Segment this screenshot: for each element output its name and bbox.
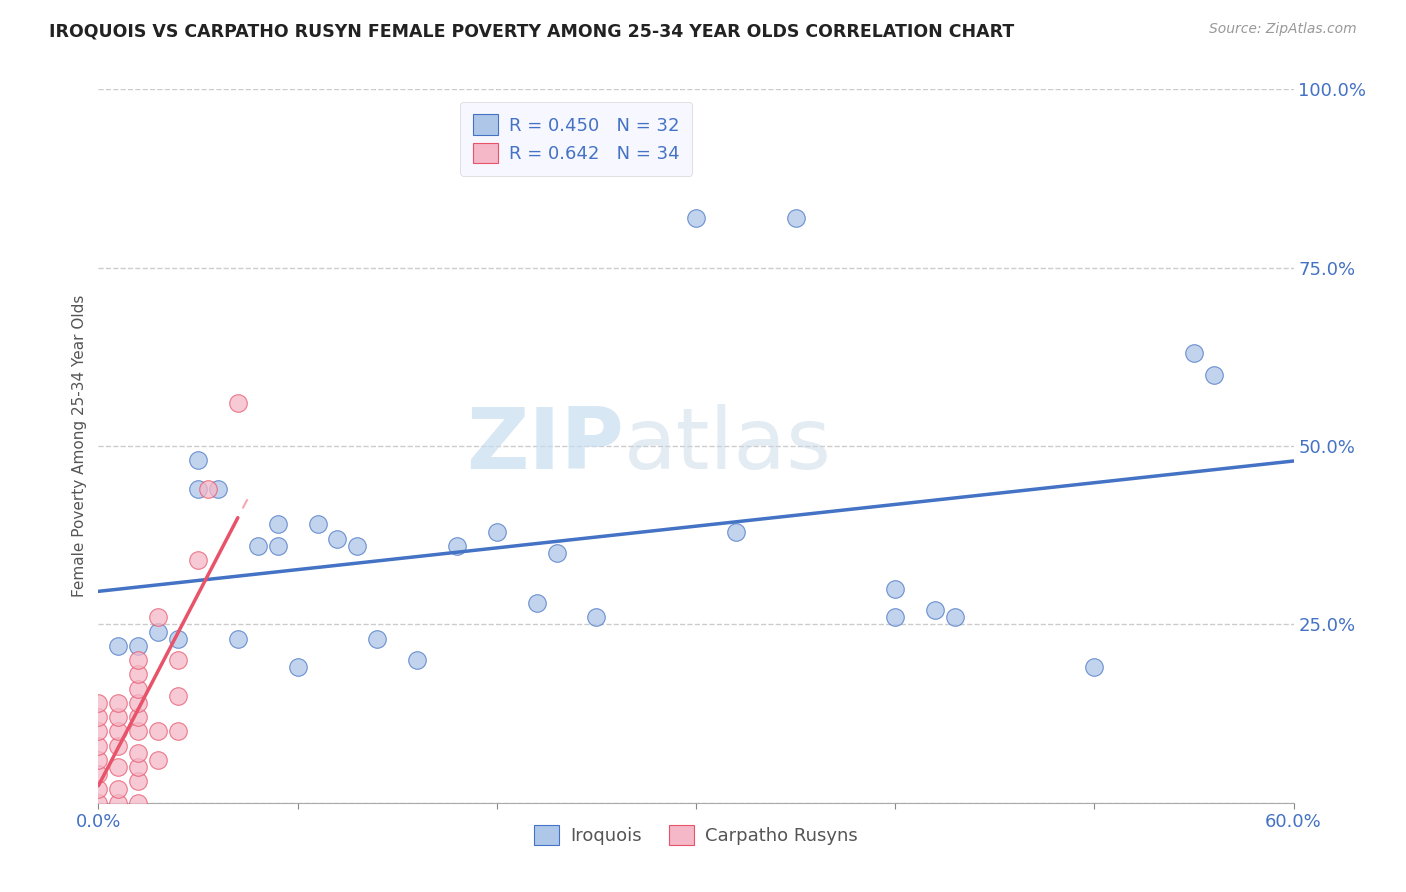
Point <box>127 639 149 653</box>
Point <box>87 781 110 796</box>
Point <box>127 667 149 681</box>
Text: IROQUOIS VS CARPATHO RUSYN FEMALE POVERTY AMONG 25-34 YEAR OLDS CORRELATION CHAR: IROQUOIS VS CARPATHO RUSYN FEMALE POVERT… <box>49 22 1015 40</box>
Point <box>127 724 149 739</box>
Point <box>167 632 190 646</box>
Point <box>406 653 429 667</box>
Point <box>546 546 568 560</box>
Point <box>87 796 110 810</box>
Point <box>246 539 269 553</box>
Point <box>187 482 209 496</box>
Text: Source: ZipAtlas.com: Source: ZipAtlas.com <box>1209 22 1357 37</box>
Point <box>107 739 129 753</box>
Point <box>127 681 149 696</box>
Point <box>187 453 209 467</box>
Point <box>107 796 129 810</box>
Point <box>87 767 110 781</box>
Point <box>87 710 110 724</box>
Point <box>127 696 149 710</box>
Point <box>585 610 607 624</box>
Point <box>1202 368 1225 382</box>
Point <box>724 524 747 539</box>
Point <box>127 774 149 789</box>
Point <box>526 596 548 610</box>
Point <box>307 517 329 532</box>
Point <box>107 724 129 739</box>
Point <box>127 710 149 724</box>
Point <box>167 724 190 739</box>
Point <box>197 482 219 496</box>
Point <box>187 553 209 567</box>
Point <box>485 524 508 539</box>
Point <box>148 624 170 639</box>
Point <box>346 539 368 553</box>
Point <box>107 710 129 724</box>
Point <box>1182 346 1205 360</box>
Point <box>884 582 907 596</box>
Point <box>267 539 290 553</box>
Point <box>785 211 807 225</box>
Point <box>366 632 388 646</box>
Point <box>884 610 907 624</box>
Point <box>87 724 110 739</box>
Text: atlas: atlas <box>624 404 832 488</box>
Point <box>107 639 129 653</box>
Point <box>148 753 170 767</box>
Point <box>107 760 129 774</box>
Point <box>446 539 468 553</box>
Point <box>326 532 349 546</box>
Point <box>87 696 110 710</box>
Point <box>1083 660 1105 674</box>
Point <box>148 610 170 624</box>
Text: ZIP: ZIP <box>467 404 624 488</box>
Point <box>924 603 946 617</box>
Point <box>127 653 149 667</box>
Point <box>207 482 229 496</box>
Point <box>87 739 110 753</box>
Point <box>267 517 290 532</box>
Point <box>685 211 707 225</box>
Point <box>167 653 190 667</box>
Point <box>107 781 129 796</box>
Y-axis label: Female Poverty Among 25-34 Year Olds: Female Poverty Among 25-34 Year Olds <box>72 295 87 597</box>
Point <box>167 689 190 703</box>
Legend: Iroquois, Carpatho Rusyns: Iroquois, Carpatho Rusyns <box>522 812 870 858</box>
Point <box>127 746 149 760</box>
Point <box>226 632 249 646</box>
Point <box>127 760 149 774</box>
Point <box>148 724 170 739</box>
Point <box>87 753 110 767</box>
Point <box>943 610 966 624</box>
Point <box>226 396 249 410</box>
Point <box>107 696 129 710</box>
Point <box>287 660 309 674</box>
Point <box>127 796 149 810</box>
